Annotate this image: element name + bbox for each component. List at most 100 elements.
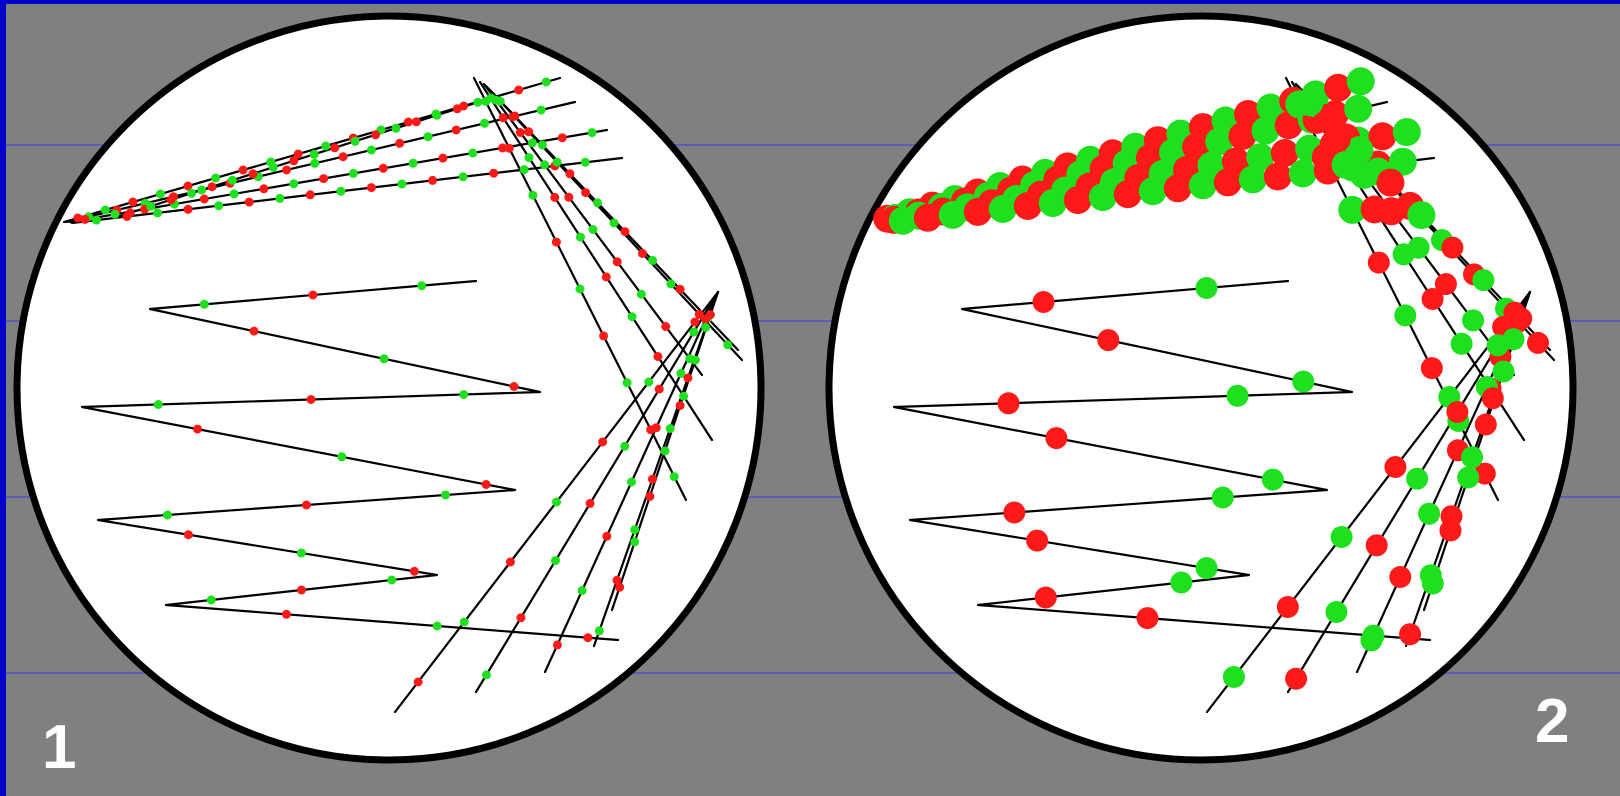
red-hit-dot xyxy=(438,153,448,163)
green-hit-dot xyxy=(537,140,547,150)
red-hit-dot xyxy=(1045,427,1068,450)
red-hit-dot xyxy=(409,566,419,576)
green-hit-dot xyxy=(1345,136,1374,165)
green-hit-dot xyxy=(676,368,686,378)
red-hit-dot xyxy=(183,530,193,540)
green-hit-dot xyxy=(690,355,700,365)
red-hit-dot xyxy=(598,437,608,447)
green-hit-dot xyxy=(1407,201,1436,230)
red-hit-dot xyxy=(1367,251,1390,274)
green-hit-dot xyxy=(540,160,550,170)
hit-dots xyxy=(873,67,1549,690)
green-hit-dot xyxy=(110,209,120,219)
green-hit-dot xyxy=(206,595,216,605)
panel-2 xyxy=(825,12,1577,764)
red-hit-dot xyxy=(1527,331,1549,354)
green-hit-dot xyxy=(296,548,306,558)
green-hit-dot xyxy=(268,162,278,172)
green-hit-dot xyxy=(491,95,501,105)
green-hit-dot xyxy=(888,206,917,235)
red-hit-dot xyxy=(183,204,193,214)
green-hit-dot xyxy=(528,190,538,200)
green-hit-dot xyxy=(199,299,209,309)
green-hit-dot xyxy=(481,670,491,680)
red-hit-dot xyxy=(1270,139,1299,167)
green-hit-dot xyxy=(1338,195,1367,224)
red-hit-dot xyxy=(1234,100,1262,128)
green-hit-dot xyxy=(387,575,397,585)
red-hit-dot xyxy=(338,152,348,162)
red-hit-dot xyxy=(514,85,524,95)
red-hit-dot xyxy=(259,184,269,194)
red-hit-dot xyxy=(552,640,562,650)
red-hit-dot xyxy=(1213,168,1242,197)
red-hit-dot xyxy=(612,257,622,267)
green-hit-dot xyxy=(1362,624,1385,647)
red-hit-dot xyxy=(651,423,661,433)
red-hit-dot xyxy=(690,317,700,327)
green-hit-dot xyxy=(1421,572,1444,595)
green-hit-dot xyxy=(187,188,197,198)
green-hit-dot xyxy=(1450,332,1473,355)
green-hit-dot xyxy=(227,175,237,185)
green-hit-dot xyxy=(1344,94,1373,123)
red-hit-dot xyxy=(489,168,499,178)
red-hit-dot xyxy=(428,175,438,185)
green-hit-dot xyxy=(481,96,491,106)
red-hit-dot xyxy=(1376,168,1405,197)
green-hit-dot xyxy=(321,141,331,151)
red-hit-dot xyxy=(509,382,519,391)
green-hit-dot xyxy=(1226,384,1249,407)
red-hit-dot xyxy=(1136,607,1159,630)
green-hit-dot xyxy=(536,105,546,115)
green-hit-dot xyxy=(587,128,597,138)
green-hit-dot xyxy=(1406,467,1429,490)
red-hit-dot xyxy=(1026,529,1049,552)
green-hit-dot xyxy=(1502,328,1525,351)
red-hit-dot xyxy=(1399,623,1422,646)
green-hit-dot xyxy=(1170,571,1193,594)
red-hit-dot xyxy=(73,213,83,223)
green-hit-dot xyxy=(417,281,427,291)
green-hit-dot xyxy=(701,322,711,332)
red-hit-dot xyxy=(183,181,193,191)
red-hit-dot xyxy=(1434,273,1457,296)
red-hit-dot xyxy=(1446,401,1469,423)
green-hit-dot xyxy=(636,289,646,299)
green-hit-dot xyxy=(1392,118,1421,147)
green-hit-dot xyxy=(660,446,670,456)
red-hit-dot xyxy=(125,208,135,218)
red-hit-dot xyxy=(166,195,176,205)
red-hit-dot xyxy=(306,395,316,404)
green-hit-dot xyxy=(1188,171,1217,200)
green-hit-dot xyxy=(552,157,562,167)
green-hit-dot xyxy=(348,168,358,178)
green-hit-dot xyxy=(1211,486,1234,509)
green-hit-dot xyxy=(153,400,163,409)
red-hit-dot xyxy=(1324,73,1353,102)
green-hit-dot xyxy=(473,97,483,107)
green-hit-dot xyxy=(1346,67,1375,96)
hit-dots xyxy=(73,77,733,687)
red-hit-dot xyxy=(1420,357,1443,380)
green-hit-dot xyxy=(1288,159,1317,188)
green-hit-dot xyxy=(1407,236,1430,259)
red-hit-dot xyxy=(302,500,311,510)
green-hit-dot xyxy=(1251,116,1280,145)
upper-fan-track xyxy=(70,156,624,225)
red-hit-dot xyxy=(1032,291,1055,313)
green-hit-dot xyxy=(480,118,489,128)
green-hit-dot xyxy=(609,218,619,228)
green-hit-dot xyxy=(630,525,640,535)
red-hit-dot xyxy=(1228,122,1257,151)
red-hit-dot xyxy=(637,248,647,258)
red-hit-dot xyxy=(620,227,630,237)
green-hit-dot xyxy=(197,185,207,195)
red-hit-dot xyxy=(1441,236,1464,259)
zigzag-track xyxy=(80,279,620,642)
red-hit-dot xyxy=(378,163,388,173)
green-hit-dot xyxy=(100,205,110,215)
green-hit-dot xyxy=(459,617,469,627)
red-hit-dot xyxy=(1439,519,1462,542)
green-hit-dot xyxy=(211,173,221,183)
